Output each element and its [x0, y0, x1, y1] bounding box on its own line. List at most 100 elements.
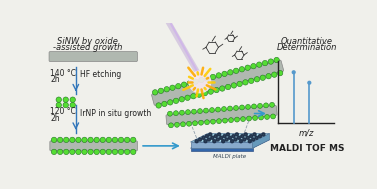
Circle shape — [207, 138, 210, 141]
Circle shape — [187, 121, 192, 126]
Text: 140 °C: 140 °C — [50, 69, 76, 78]
Circle shape — [238, 136, 241, 139]
Circle shape — [210, 108, 215, 112]
Circle shape — [270, 102, 274, 107]
Circle shape — [227, 106, 233, 111]
Circle shape — [70, 137, 75, 143]
Circle shape — [216, 107, 221, 112]
Circle shape — [214, 87, 219, 93]
Circle shape — [277, 70, 283, 76]
Circle shape — [266, 74, 271, 79]
Circle shape — [235, 133, 238, 136]
Circle shape — [202, 91, 208, 96]
Circle shape — [167, 111, 172, 116]
Circle shape — [227, 133, 230, 136]
Circle shape — [220, 136, 223, 139]
Text: MALDI plate: MALDI plate — [213, 154, 247, 159]
Circle shape — [256, 62, 262, 67]
Circle shape — [70, 149, 75, 155]
Text: m/z: m/z — [298, 129, 314, 138]
Circle shape — [51, 137, 57, 143]
Text: HF etching: HF etching — [80, 70, 122, 79]
Circle shape — [233, 68, 239, 74]
Circle shape — [228, 136, 231, 139]
Circle shape — [88, 137, 93, 143]
Circle shape — [118, 149, 124, 155]
Circle shape — [56, 97, 61, 102]
Circle shape — [251, 104, 256, 109]
Circle shape — [234, 138, 237, 141]
FancyBboxPatch shape — [49, 52, 137, 62]
Circle shape — [245, 105, 250, 109]
Circle shape — [265, 115, 270, 119]
Circle shape — [234, 117, 239, 122]
Circle shape — [216, 138, 219, 141]
Circle shape — [250, 135, 253, 138]
Circle shape — [195, 140, 198, 143]
Circle shape — [158, 88, 164, 94]
Text: 2h: 2h — [50, 75, 60, 84]
Circle shape — [82, 137, 87, 143]
Text: -assisted growth: -assisted growth — [53, 43, 122, 52]
Circle shape — [63, 97, 69, 102]
Circle shape — [199, 138, 202, 141]
Circle shape — [253, 133, 256, 136]
Circle shape — [124, 137, 130, 143]
Circle shape — [100, 149, 106, 155]
Circle shape — [94, 137, 100, 143]
Circle shape — [156, 103, 161, 108]
Circle shape — [82, 149, 87, 155]
FancyBboxPatch shape — [166, 105, 277, 125]
Circle shape — [185, 110, 190, 115]
Circle shape — [193, 79, 198, 84]
Circle shape — [230, 140, 234, 143]
Circle shape — [246, 136, 249, 139]
Circle shape — [100, 137, 106, 143]
Circle shape — [211, 136, 214, 139]
Circle shape — [248, 78, 254, 84]
Circle shape — [185, 95, 190, 100]
Circle shape — [179, 110, 184, 115]
Circle shape — [216, 73, 221, 78]
Text: Determination: Determination — [277, 43, 337, 53]
Circle shape — [210, 119, 216, 124]
Circle shape — [209, 133, 212, 136]
Circle shape — [118, 137, 124, 143]
Circle shape — [292, 71, 295, 74]
Circle shape — [228, 118, 233, 122]
Circle shape — [214, 135, 217, 138]
Circle shape — [268, 59, 274, 64]
Circle shape — [216, 119, 222, 124]
Circle shape — [167, 100, 173, 105]
Circle shape — [63, 137, 69, 143]
Circle shape — [259, 115, 264, 120]
Circle shape — [248, 140, 251, 143]
Circle shape — [63, 149, 69, 155]
Circle shape — [232, 135, 235, 138]
Circle shape — [237, 81, 242, 87]
Text: 2h: 2h — [50, 114, 60, 122]
Circle shape — [76, 149, 81, 155]
Circle shape — [255, 136, 258, 139]
Circle shape — [243, 138, 246, 141]
Circle shape — [173, 111, 178, 116]
Circle shape — [245, 65, 250, 70]
Circle shape — [204, 76, 210, 81]
Circle shape — [192, 109, 196, 114]
Circle shape — [204, 108, 208, 113]
Text: IrNP in situ growth: IrNP in situ growth — [80, 109, 152, 118]
Polygon shape — [190, 148, 253, 151]
Circle shape — [88, 149, 93, 155]
Circle shape — [70, 102, 75, 108]
Circle shape — [176, 84, 181, 89]
Circle shape — [193, 121, 198, 126]
Circle shape — [63, 102, 69, 108]
Circle shape — [308, 81, 311, 84]
Text: Quantitative: Quantitative — [281, 36, 333, 46]
Circle shape — [181, 122, 185, 127]
Circle shape — [198, 109, 202, 114]
Circle shape — [205, 135, 208, 138]
Circle shape — [257, 103, 262, 108]
Circle shape — [272, 72, 277, 77]
Circle shape — [57, 137, 63, 143]
